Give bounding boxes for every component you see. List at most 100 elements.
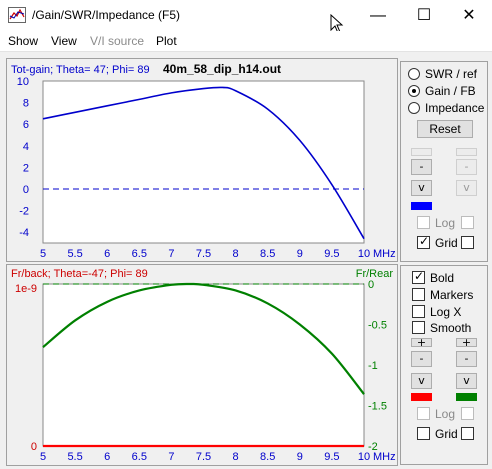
bottom-log-checkbox-box[interactable] — [417, 407, 430, 420]
window-title: /Gain/SWR/Impedance (F5) — [32, 8, 181, 22]
gain-y-tick-label: 4 — [23, 141, 29, 153]
gain-x-tick-label: 6.5 — [132, 248, 147, 260]
logx-checkbox[interactable]: Log X — [412, 304, 461, 319]
bold-checkbox-box[interactable] — [412, 269, 425, 284]
gain-y-tick-label: -4 — [19, 227, 29, 239]
gain-x-tick-label: 7.5 — [196, 248, 211, 260]
left-scale-plus-button[interactable]: + — [411, 337, 432, 348]
gain-chart: Tot-gain; Theta= 47; Phi= 89 40m_58_dip_… — [11, 62, 396, 260]
close-button[interactable]: ✕ — [462, 7, 476, 24]
right-scale-top-button[interactable] — [456, 148, 477, 156]
markers-label: Markers — [430, 287, 474, 302]
logx-checkbox-box[interactable] — [412, 305, 425, 318]
left-scale-top-button[interactable] — [411, 148, 432, 156]
reset-button[interactable]: Reset — [417, 120, 473, 138]
gain-x-tick-label: 5.5 — [67, 248, 82, 260]
gain-series-color-swatch — [411, 202, 432, 210]
menu-bar: Show View V/I source Plot — [0, 31, 492, 52]
gain-chart-title: 40m_58_dip_h14.out — [163, 62, 281, 76]
gain-x-tick-label: 8.5 — [260, 248, 275, 260]
smooth-checkbox[interactable]: Smooth — [412, 320, 471, 335]
frontback-x-tick-label: 9.5 — [324, 451, 339, 463]
fr-rear-y-tick-label: 0 — [368, 279, 374, 291]
top-grid-checkbox[interactable]: Grid — [417, 234, 458, 250]
right-scale-down-button[interactable]: v — [456, 180, 477, 196]
fr-rear-series-line — [42, 282, 365, 395]
fr-rear-series-color-swatch — [456, 393, 477, 401]
impedance-label: Impedance — [425, 100, 485, 115]
top-log-checkbox-box[interactable] — [417, 216, 430, 229]
minimize-button[interactable]: — — [370, 7, 386, 24]
frontback-x-unit: MHz — [373, 451, 396, 463]
gain-fb-radio-indicator[interactable] — [408, 84, 420, 97]
bottom-grid-right-checkbox[interactable] — [461, 427, 474, 440]
gain-x-tick-label: 10 — [358, 248, 370, 260]
gain-y-tick-label: 10 — [17, 76, 29, 88]
menu-show[interactable]: Show — [8, 34, 39, 48]
gain-y-tick-label: 6 — [23, 119, 29, 131]
maximize-button[interactable]: ☐ — [416, 7, 432, 24]
frontback-plot-area — [42, 283, 365, 447]
frback-y-tick-label: 0 — [31, 441, 37, 453]
smooth-label: Smooth — [430, 320, 472, 335]
frontback-x-tick-label: 5 — [40, 451, 46, 463]
right-scale-down-button-2[interactable]: v — [456, 373, 477, 389]
gain-x-tick-label: 5 — [40, 248, 46, 260]
menu-view[interactable]: View — [51, 34, 77, 48]
impedance-radio-indicator[interactable] — [408, 101, 420, 114]
left-scale-down-button-2[interactable]: v — [411, 373, 432, 389]
bold-label: Bold — [430, 270, 455, 285]
bottom-log-checkbox[interactable]: Log — [417, 406, 455, 421]
menu-plot[interactable]: Plot — [156, 34, 177, 48]
gain-chart-panel: Tot-gain; Theta= 47; Phi= 89 40m_58_dip_… — [6, 58, 398, 262]
markers-checkbox-box[interactable] — [412, 288, 425, 301]
swr-ref-radio[interactable]: SWR / ref — [408, 66, 477, 81]
swr-ref-radio-indicator[interactable] — [408, 67, 420, 80]
gain-fb-radio[interactable]: Gain / FB — [408, 83, 476, 98]
top-grid-label: Grid — [435, 235, 458, 250]
frontback-chart-panel: Fr/back; Theta=-47; Phi= 89 Fr/Rear 1e-9… — [6, 264, 398, 466]
gain-x-tick-label: 9.5 — [324, 248, 339, 260]
left-scale-minus-button-2[interactable]: - — [411, 351, 432, 367]
app-icon — [8, 7, 26, 23]
gain-y-tick-label: 2 — [23, 162, 29, 174]
fr-rear-axis-title: Fr/Rear — [356, 268, 394, 280]
title-bar: /Gain/SWR/Impedance (F5) — ☐ ✕ — [0, 0, 492, 34]
gain-x-tick-label: 7 — [168, 248, 174, 260]
right-scale-minus-button-2[interactable]: - — [456, 351, 477, 367]
top-log-label: Log — [435, 215, 456, 230]
bottom-log-label: Log — [435, 406, 456, 421]
bottom-log-right-checkbox[interactable] — [461, 407, 474, 420]
bold-checkbox[interactable]: Bold — [412, 269, 455, 285]
gain-series-line — [42, 86, 365, 240]
frontback-x-tick-label: 8 — [233, 451, 239, 463]
bottom-grid-checkbox[interactable]: Grid — [417, 426, 458, 441]
gain-x-tick-label: 9 — [297, 248, 303, 260]
frontback-chart: Fr/back; Theta=-47; Phi= 89 Fr/Rear 1e-9… — [11, 268, 396, 463]
frontback-x-tick-label: 7 — [168, 451, 174, 463]
bottom-grid-checkbox-box[interactable] — [417, 427, 430, 440]
right-scale-plus-button[interactable]: + — [456, 337, 477, 348]
frontback-x-tick-label: 7.5 — [196, 451, 211, 463]
logx-label: Log X — [430, 304, 462, 319]
gain-chart-header: Tot-gain; Theta= 47; Phi= 89 — [11, 64, 150, 76]
smooth-checkbox-box[interactable] — [412, 321, 425, 334]
menu-vi-source[interactable]: V/I source — [90, 34, 145, 48]
fr-rear-y-tick-label: -1.5 — [368, 401, 387, 413]
impedance-radio[interactable]: Impedance — [408, 100, 484, 115]
frback-series-color-swatch — [411, 393, 432, 401]
fr-rear-y-tick-label: -2 — [368, 441, 378, 453]
frback-y-tick-label: 1e-9 — [15, 283, 37, 295]
top-grid-checkbox-box[interactable] — [417, 234, 430, 249]
left-scale-down-button[interactable]: v — [411, 180, 432, 196]
top-log-right-checkbox[interactable] — [461, 216, 474, 229]
right-scale-minus-button[interactable]: - — [456, 159, 477, 175]
gain-fb-label: Gain / FB — [425, 83, 476, 98]
left-scale-minus-button[interactable]: - — [411, 159, 432, 175]
gain-y-tick-label: 8 — [23, 98, 29, 110]
markers-checkbox[interactable]: Markers — [412, 287, 473, 302]
top-log-checkbox[interactable]: Log — [417, 215, 455, 230]
gain-controls-panel: SWR / ref Gain / FB Impedance Reset - - … — [400, 61, 488, 262]
top-grid-right-checkbox[interactable] — [461, 236, 474, 249]
frontback-x-tick-label: 5.5 — [67, 451, 82, 463]
